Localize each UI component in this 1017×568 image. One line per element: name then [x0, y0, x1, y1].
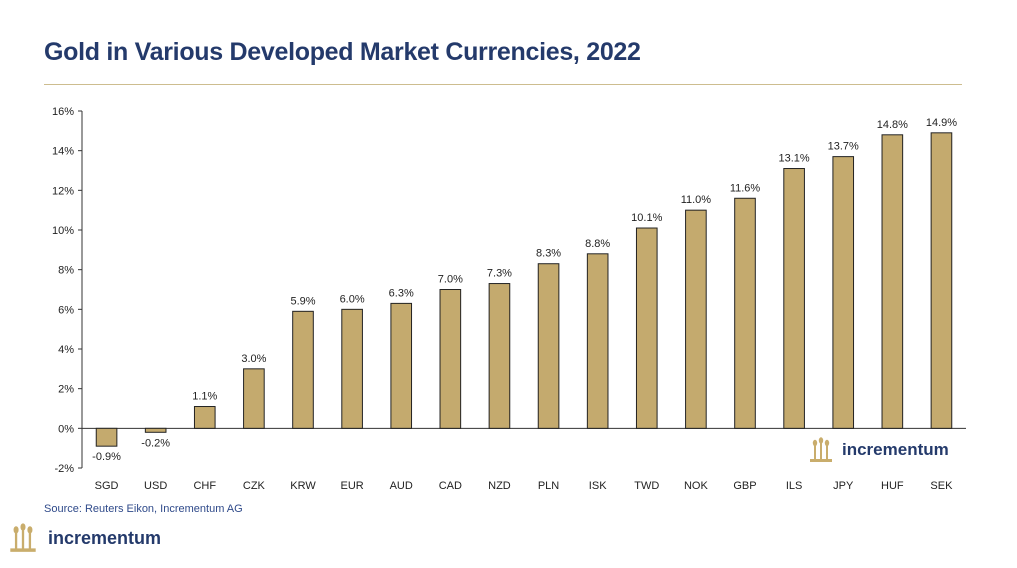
- data-label: 11.0%: [681, 194, 712, 206]
- data-label: -0.2%: [141, 437, 170, 449]
- x-tick-label: HUF: [881, 480, 904, 492]
- data-label: 8.8%: [585, 238, 610, 250]
- data-label: 14.9%: [926, 117, 957, 129]
- brand-name: incrementum: [842, 440, 949, 459]
- x-tick-label: SEK: [930, 480, 953, 492]
- y-tick-label: 2%: [58, 384, 74, 396]
- x-tick-label: CHF: [193, 480, 216, 492]
- data-label: 13.7%: [828, 141, 859, 153]
- title-divider: [44, 84, 962, 85]
- x-tick-label: SGD: [95, 480, 119, 492]
- y-tick-label: 14%: [52, 146, 74, 158]
- data-label: 6.0%: [340, 293, 365, 305]
- data-label: 14.8%: [877, 119, 908, 131]
- x-tick-label: AUD: [390, 480, 413, 492]
- x-tick-label: GBP: [733, 480, 756, 492]
- wheat-logo-icon: [10, 523, 36, 552]
- bar-eur: [341, 308, 363, 429]
- bar-sek: [930, 132, 953, 429]
- y-tick-label: 10%: [52, 225, 74, 237]
- brand-name: incrementum: [48, 527, 162, 548]
- x-tick-label: CAD: [439, 480, 462, 492]
- bar-nzd: [488, 283, 511, 429]
- data-label: 6.3%: [389, 287, 414, 299]
- chart-title: Gold in Various Developed Market Currenc…: [44, 38, 641, 66]
- y-tick-label: 4%: [58, 344, 74, 356]
- bar-aud: [390, 302, 413, 429]
- data-label: 7.0%: [438, 274, 463, 286]
- data-label: 8.3%: [536, 248, 561, 260]
- y-tick-label: 0%: [58, 423, 74, 435]
- bar-nok: [685, 209, 707, 429]
- x-tick-label: KRW: [290, 480, 316, 492]
- bar-czk: [243, 368, 265, 429]
- data-label: 3.0%: [241, 353, 266, 365]
- y-tick-label: -2%: [54, 463, 74, 475]
- data-label: 11.6%: [730, 182, 761, 194]
- bar-pln: [537, 263, 560, 429]
- bar-sgd: [95, 427, 118, 447]
- bar-chf: [193, 406, 216, 429]
- bar-isk: [586, 253, 609, 429]
- x-tick-label: NOK: [684, 480, 709, 492]
- wheat-logo-icon: [810, 437, 832, 462]
- data-label: 10.1%: [631, 212, 662, 224]
- x-tick-label: PLN: [538, 480, 559, 492]
- data-label: -0.9%: [92, 451, 121, 463]
- y-tick-label: 6%: [58, 304, 74, 316]
- y-tick-label: 12%: [52, 185, 74, 197]
- footer-logo: incrementum: [8, 523, 161, 553]
- data-label: 1.1%: [192, 391, 217, 403]
- x-tick-label: ISK: [589, 480, 607, 492]
- bar-usd: [144, 427, 167, 433]
- x-tick-label: ILS: [786, 480, 803, 492]
- y-tick-label: 16%: [52, 106, 74, 118]
- x-tick-label: JPY: [833, 480, 854, 492]
- bar-krw: [292, 310, 314, 429]
- x-tick-label: TWD: [634, 480, 659, 492]
- x-tick-label: CZK: [243, 480, 266, 492]
- data-label: 5.9%: [290, 295, 315, 307]
- data-label: 13.1%: [779, 153, 810, 165]
- x-tick-label: NZD: [488, 480, 511, 492]
- bar-huf: [881, 134, 904, 429]
- source-note: Source: Reuters Eikon, Incrementum AG: [44, 503, 243, 515]
- bar-jpy: [832, 156, 855, 429]
- axes: -2% 0% 2% 4% 6% 8% 10% 12% 14% 16%: [52, 106, 966, 475]
- bar-ils: [783, 168, 805, 429]
- bar-gbp: [734, 197, 756, 429]
- bars: [95, 132, 953, 447]
- x-tick-label: USD: [144, 480, 167, 492]
- bar-cad: [439, 289, 462, 429]
- data-label: 7.3%: [487, 268, 512, 280]
- chart-logo: incrementum: [808, 437, 949, 463]
- value-labels: -0.9% SGD -0.2% USD 1.1% CHF 3.0% CZK 5.9% KRW 6.0…: [92, 117, 957, 492]
- y-tick-label: 8%: [58, 265, 74, 277]
- bar-twd: [635, 227, 658, 429]
- x-tick-label: EUR: [340, 480, 363, 492]
